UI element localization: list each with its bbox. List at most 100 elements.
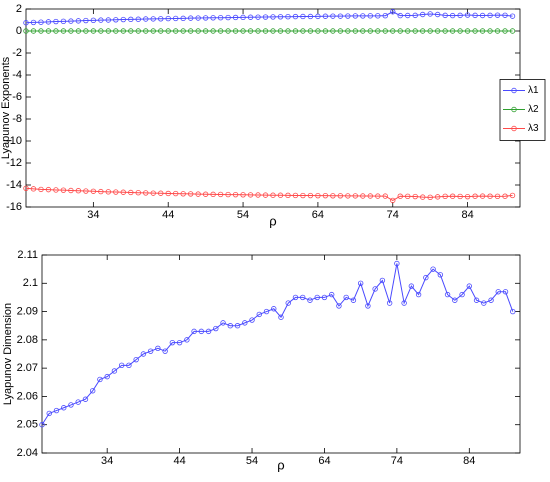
data-point [330, 193, 336, 199]
data-point [187, 15, 194, 21]
data-point [172, 190, 179, 197]
data-point [481, 300, 487, 306]
data-point [300, 13, 306, 20]
data-point [390, 9, 396, 15]
data-point [457, 193, 463, 200]
y-tick-label: 2 [16, 3, 22, 15]
data-point [464, 28, 471, 34]
data-point [180, 15, 186, 22]
data-point [30, 19, 37, 26]
x-tick-label: 84 [463, 455, 475, 467]
data-point [357, 280, 364, 286]
data-point [423, 274, 429, 281]
data-point [45, 28, 52, 34]
data-point [75, 188, 82, 194]
data-point [172, 28, 179, 34]
data-point [90, 188, 97, 194]
series-line [25, 187, 513, 201]
data-point [487, 28, 493, 34]
data-point [401, 300, 407, 306]
y-tick-label: 2.1 [23, 277, 38, 289]
data-point [46, 410, 52, 417]
data-point [449, 28, 456, 34]
data-point [98, 17, 104, 23]
axes-frame [25, 8, 521, 208]
data-point [150, 190, 156, 196]
y-tick-label: -12 [6, 157, 22, 169]
x-axis-label: ρ [277, 457, 284, 472]
data-point [427, 28, 433, 34]
data-point [232, 14, 239, 21]
series [23, 185, 516, 204]
x-tick-label: 74 [391, 455, 403, 467]
x-tick-label: 44 [162, 209, 174, 221]
series-line [41, 263, 514, 425]
data-point [158, 190, 164, 196]
data-point [68, 28, 74, 34]
data-point [262, 28, 269, 34]
y-tick-label: 2.05 [17, 419, 38, 431]
data-point [195, 191, 201, 197]
data-point [315, 192, 321, 199]
data-point [415, 291, 422, 298]
data-point [419, 194, 426, 200]
data-point [61, 405, 67, 411]
data-point [457, 28, 463, 34]
data-point [60, 18, 67, 25]
data-point [113, 17, 119, 23]
data-point [90, 28, 97, 34]
data-point [135, 16, 141, 22]
data-point [143, 28, 149, 34]
data-point [213, 325, 219, 332]
data-point [232, 28, 239, 34]
axes-frame [41, 254, 521, 454]
data-point [270, 14, 276, 20]
data-point [494, 12, 501, 18]
data-point [352, 193, 359, 199]
data-point [427, 11, 433, 17]
data-point [449, 12, 456, 19]
data-point [292, 13, 299, 20]
data-point [217, 14, 224, 21]
data-point [390, 197, 396, 204]
data-point [113, 189, 119, 195]
data-point [408, 283, 415, 289]
data-point [495, 289, 501, 295]
data-point [217, 28, 224, 34]
data-point [195, 15, 201, 21]
y-tick-label: -2 [12, 47, 22, 59]
y-tick-label: -10 [6, 135, 22, 147]
data-point [379, 277, 386, 284]
data-point [300, 28, 306, 34]
data-point [509, 28, 516, 34]
data-point [247, 28, 254, 34]
data-point [249, 317, 255, 323]
legend-label: λ1 [528, 85, 539, 96]
data-point [405, 28, 411, 34]
data-point [397, 12, 403, 19]
data-point [360, 193, 366, 199]
data-point [464, 193, 471, 200]
data-point [472, 28, 478, 34]
data-point [412, 12, 418, 19]
data-point [292, 192, 299, 199]
x-axis-label: ρ [269, 213, 276, 228]
data-point [83, 28, 89, 34]
data-point [479, 193, 486, 199]
data-point [367, 13, 374, 19]
data-point [118, 362, 125, 369]
data-point [449, 193, 456, 199]
data-point [430, 266, 436, 272]
data-point [405, 12, 411, 19]
data-point [30, 186, 37, 192]
data-point [345, 13, 351, 19]
data-point [472, 12, 478, 19]
data-point [300, 294, 306, 301]
data-point [83, 188, 89, 194]
data-point [488, 297, 494, 303]
data-point [262, 14, 269, 20]
data-point [169, 339, 176, 346]
data-point [307, 13, 314, 20]
legend-marker [511, 125, 517, 132]
data-point [285, 192, 291, 199]
